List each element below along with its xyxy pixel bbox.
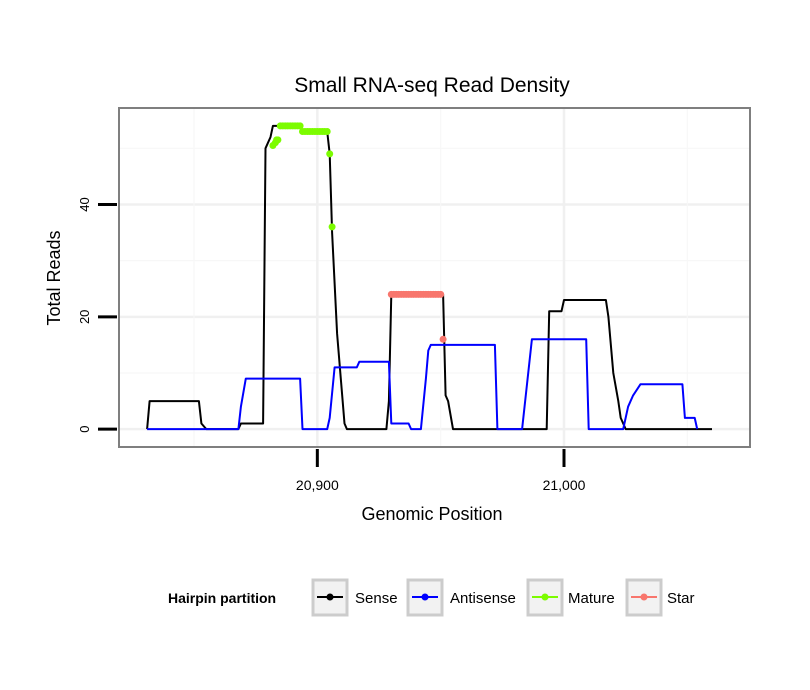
y-tick-label: 40 xyxy=(77,197,92,211)
legend: Hairpin partition Sense Antisense Mature… xyxy=(168,578,695,617)
legend-label-mature: Mature xyxy=(568,590,615,607)
legend-label-star: Star xyxy=(667,590,695,607)
data-point-mature xyxy=(328,223,336,231)
data-point-mature xyxy=(326,150,334,158)
data-point-mature xyxy=(274,136,282,144)
legend-key-antisense: Antisense xyxy=(406,578,516,617)
y-tick-label: 0 xyxy=(77,426,92,433)
legend-label-sense: Sense xyxy=(355,590,398,607)
data-point-mature xyxy=(323,128,331,135)
series-line-sense xyxy=(146,124,712,431)
data-point-mature xyxy=(296,122,304,130)
legend-key-mature: Mature xyxy=(526,578,615,617)
series-layer xyxy=(146,122,712,431)
y-tick-label: 20 xyxy=(77,310,92,324)
x-tick-label: 21,000 xyxy=(543,477,586,493)
chart-title: Small RNA-seq Read Density xyxy=(294,74,570,97)
legend-label-antisense: Antisense xyxy=(450,590,516,607)
x-axis-label: Genomic Position xyxy=(361,504,502,524)
plot-panel xyxy=(118,107,751,448)
legend-title: Hairpin partition xyxy=(168,590,276,606)
x-tick-label: 20,900 xyxy=(296,477,339,493)
data-point-star xyxy=(437,290,445,298)
legend-key-star: Star xyxy=(625,578,695,617)
legend-key-sense: Sense xyxy=(311,578,398,617)
axes: 0 20 40 20,900 21,000 xyxy=(77,197,586,493)
data-point-star xyxy=(439,335,447,343)
y-axis-label: Total Reads xyxy=(44,230,64,325)
series-line-antisense xyxy=(147,338,699,431)
